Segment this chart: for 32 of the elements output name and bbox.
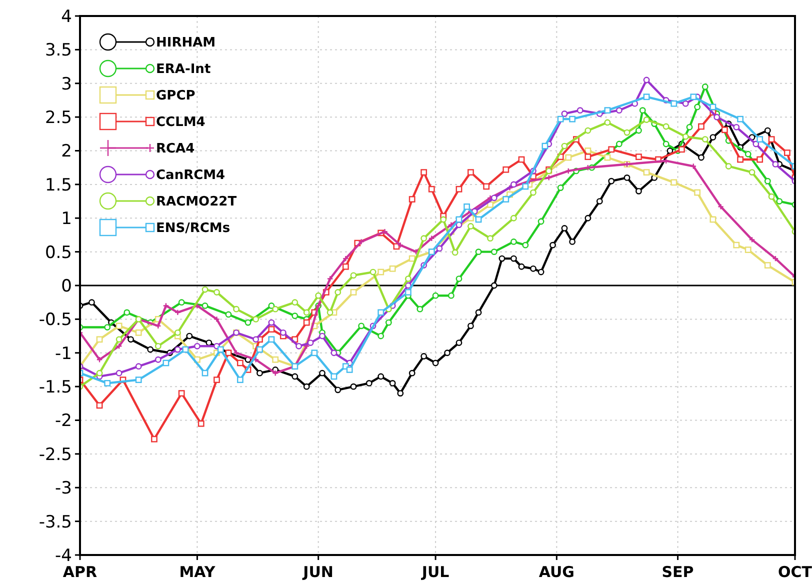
y-tick-label: -1 xyxy=(55,344,72,364)
y-tick-label: -3.5 xyxy=(38,512,72,532)
y-tick-label: 0.5 xyxy=(44,242,72,263)
x-tick-label: JUL xyxy=(420,563,450,581)
y-tick-label: 0 xyxy=(61,276,72,296)
y-tick-label: -2.5 xyxy=(38,444,72,465)
y-tick-label: 2 xyxy=(61,142,72,162)
y-tick-label: 3 xyxy=(61,74,72,94)
y-tick-label: 2.5 xyxy=(44,108,72,128)
legend-label: HIRHAM xyxy=(156,36,216,51)
legend-label: RACMO22T xyxy=(156,194,237,210)
x-tick-label: JUN xyxy=(302,563,334,581)
y-tick-label: -0.5 xyxy=(38,310,72,330)
x-tick-label: APR xyxy=(62,563,98,581)
x-tick-label: AUG xyxy=(538,563,574,581)
legend-label: RCA4 xyxy=(156,142,195,157)
y-tick-label: 4 xyxy=(61,6,72,27)
y-tick-label: -2 xyxy=(55,411,72,432)
legend-label: ERA-Int xyxy=(156,62,211,78)
x-tick-label: SEP xyxy=(662,563,694,581)
y-tick-label: 1 xyxy=(61,209,72,230)
y-tick-label: 1.5 xyxy=(44,175,72,196)
legend-label: CCLM4 xyxy=(156,115,206,130)
legend-label: CanRCM4 xyxy=(156,168,226,184)
y-tick-label: -1.5 xyxy=(38,378,72,398)
x-tick-label: MAY xyxy=(179,563,216,581)
x-tick-label: OCT xyxy=(778,563,812,581)
y-tick-label: -4 xyxy=(55,546,72,566)
legend-label: ENS/RCMs xyxy=(156,221,230,236)
legend-label: GPCP xyxy=(156,88,196,104)
y-tick-label: 3.5 xyxy=(44,40,72,61)
y-tick-label: -3 xyxy=(55,478,72,499)
